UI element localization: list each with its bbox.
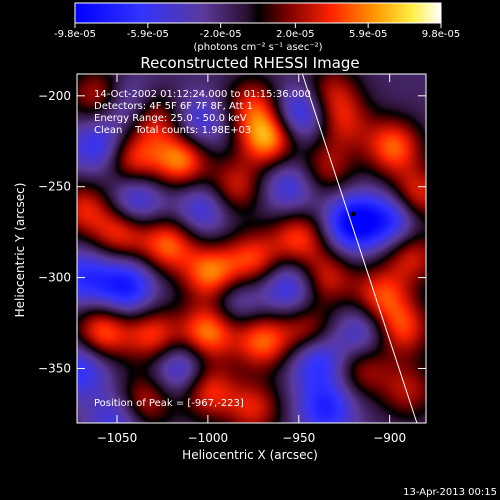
- colorbar-tick-label: 5.9e-05: [349, 29, 387, 40]
- heatmap-raster: [77, 74, 426, 423]
- colorbar-tick-label: 9.8e-05: [422, 29, 460, 40]
- annotation-detectors: Detectors: 4F 5F 6F 7F 8F, Att 1: [94, 101, 253, 112]
- colorbar-tick-label: -2.0e-05: [200, 29, 242, 40]
- y-axis-tick-label: −300: [38, 271, 71, 285]
- x-axis-tick-label: −1050: [97, 431, 138, 445]
- colorbar-tick-label: -5.9e-05: [127, 29, 169, 40]
- y-axis-tick-label: −200: [38, 89, 71, 103]
- colorbar-ticks: -9.8e-05 -5.9e-05 -2.0e-05 2.0e-05 5.9e-05 9.…: [54, 23, 460, 40]
- colorbar-tick-label: 2.0e-05: [276, 29, 314, 40]
- annotation-time-range: 14-Oct-2002 01:12:24.000 to 01:15:36.000: [94, 89, 311, 100]
- y-axis-label: Heliocentric Y (arcsec): [13, 183, 27, 318]
- colorbar-units-label: (photons cm⁻² s⁻¹ asec⁻²): [193, 42, 322, 53]
- x-axis-tick-label: −950: [282, 431, 315, 445]
- solar-limb-line: [301, 74, 418, 423]
- colorbar-tick-label: -9.8e-05: [54, 29, 96, 40]
- annotation-clean-counts: Clean Total counts: 1.98E+03: [94, 125, 251, 136]
- chart-title: Reconstructed RHESSI Image: [140, 54, 359, 72]
- peak-position-label: Position of Peak = [-967,-223]: [94, 398, 244, 409]
- annotation-block: 14-Oct-2002 01:12:24.000 to 01:15:36.000…: [94, 89, 311, 136]
- x-axis-tick-label: −1000: [188, 431, 229, 445]
- plot-frame: [76, 73, 427, 424]
- colorbar: -9.8e-05 -5.9e-05 -2.0e-05 2.0e-05 5.9e-05 9.…: [54, 2, 460, 53]
- annotation-energy-range: Energy Range: 25.0 - 50.0 keV: [94, 113, 247, 124]
- peak-marker: [350, 211, 356, 217]
- x-axis-tick-label: −900: [373, 431, 406, 445]
- y-axis-tick-label: −250: [38, 180, 71, 194]
- heatmap-image: [77, 74, 426, 423]
- axis-ticks: −1050 −1000 −950 −900 −200 −250 −300 −350: [38, 74, 426, 445]
- colorbar-gradient: [74, 2, 442, 24]
- footer-timestamp: 13-Apr-2013 00:15: [403, 487, 497, 498]
- y-axis-tick-label: −350: [38, 361, 71, 375]
- x-axis-label: Heliocentric X (arcsec): [182, 448, 318, 462]
